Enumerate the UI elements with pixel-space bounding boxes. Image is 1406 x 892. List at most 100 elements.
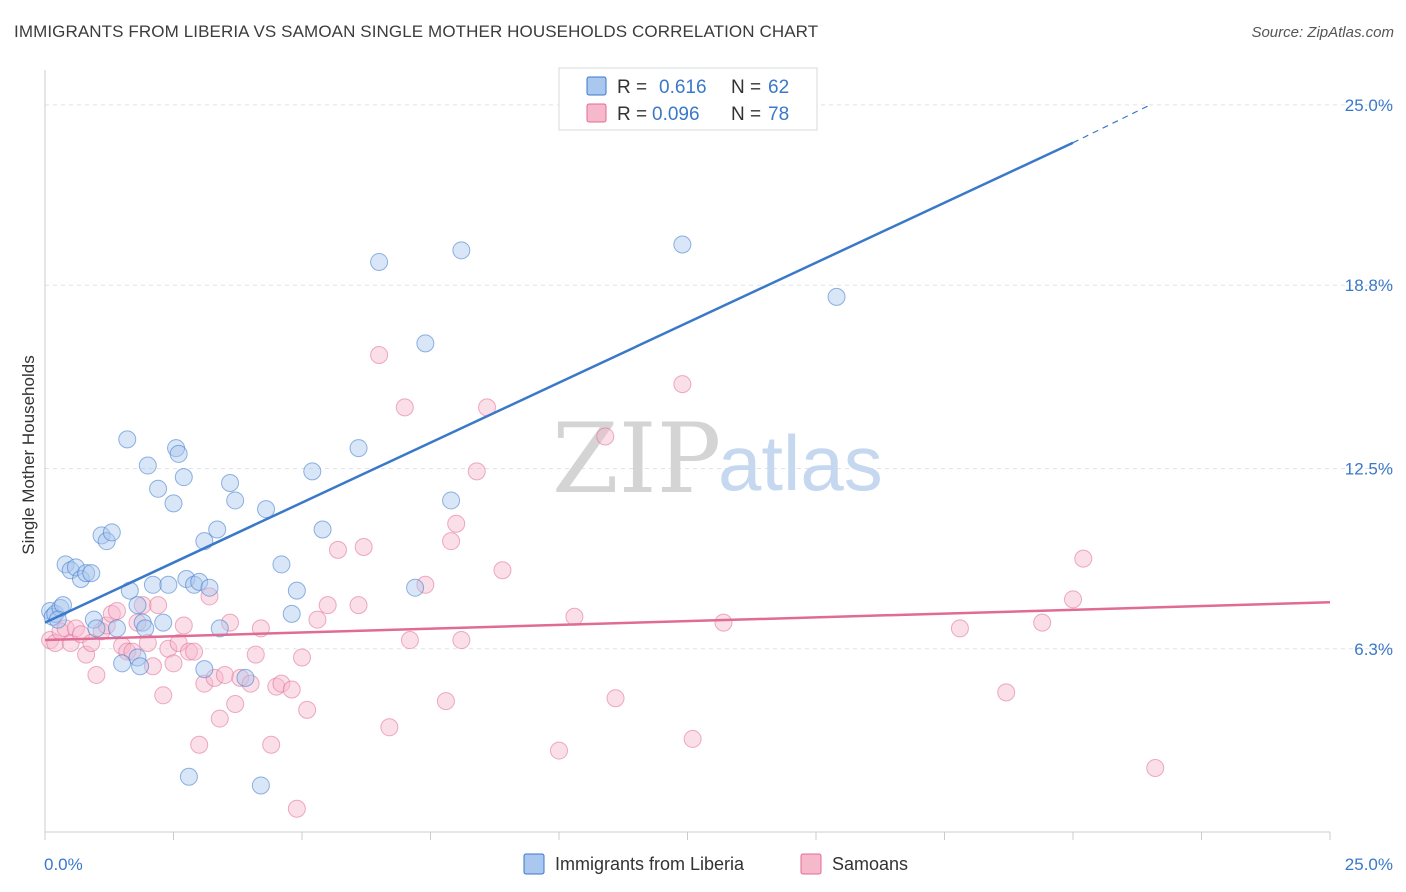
data-point-samoans: [267, 677, 286, 696]
data-point-samoans: [231, 668, 250, 687]
data-point-samoans: [565, 607, 584, 626]
data-point-samoans: [596, 427, 615, 446]
data-point-samoans: [1074, 549, 1093, 568]
bottom-legend-label-samoans: Samoans: [832, 854, 908, 874]
data-point-samoans: [174, 616, 193, 635]
data-point-liberia: [287, 581, 306, 600]
data-point-liberia: [221, 473, 240, 492]
y-tick-labels: 6.3% 12.5% 18.8% 25.0%: [1345, 96, 1393, 659]
data-point-samoans: [467, 462, 486, 481]
x-tick-label: 0.0%: [44, 855, 83, 874]
data-point-samoans: [349, 596, 368, 615]
data-point-liberia: [827, 287, 846, 306]
data-point-samoans: [442, 532, 461, 551]
data-point-samoans: [436, 692, 455, 711]
legend-swatch-samoans: [586, 103, 607, 123]
data-point-samoans: [143, 657, 162, 676]
bottom-legend-swatch-samoans: [800, 853, 822, 875]
data-point-samoans: [138, 633, 157, 652]
data-point-samoans: [293, 648, 311, 667]
data-point-samoans: [241, 674, 260, 693]
data-point-liberia: [149, 479, 168, 498]
data-point-liberia: [349, 439, 368, 458]
data-point-samoans: [287, 799, 306, 818]
data-point-liberia: [97, 532, 116, 551]
data-point-liberia: [179, 767, 198, 786]
data-point-liberia: [406, 578, 425, 597]
watermark-zip: ZIP: [552, 403, 721, 515]
data-point-samoans: [123, 642, 142, 661]
data-point-samoans: [400, 631, 419, 650]
data-point-liberia: [77, 564, 96, 583]
data-point-samoans: [159, 639, 178, 658]
data-point-samoans: [714, 613, 733, 632]
data-point-samoans: [1033, 613, 1052, 632]
data-point-samoans: [354, 537, 373, 556]
series-liberia: [41, 235, 846, 795]
data-point-samoans: [308, 610, 327, 629]
data-point-liberia: [159, 575, 178, 594]
legend-r-value-samoans: 0.096: [652, 104, 700, 125]
chart-title: IMMIGRANTS FROM LIBERIA VS SAMOAN SINGLE…: [14, 22, 819, 41]
data-point-samoans: [550, 741, 568, 760]
data-point-liberia: [370, 252, 389, 271]
source-credit: Source: ZipAtlas.com: [1251, 24, 1394, 41]
data-point-liberia: [143, 575, 162, 594]
watermark-atlas: atlas: [718, 419, 883, 507]
data-point-samoans: [1064, 590, 1082, 609]
data-point-samoans: [195, 674, 214, 693]
data-point-samoans: [416, 575, 435, 594]
data-point-liberia: [190, 572, 209, 591]
data-point-liberia: [169, 444, 188, 463]
data-point-liberia: [673, 235, 692, 254]
legend: R = 0.616 N = 62 R = 0.096 N = 78: [558, 67, 818, 131]
data-point-liberia: [208, 520, 227, 539]
trend-line-samoans: [44, 600, 1331, 642]
data-point-liberia: [200, 578, 219, 597]
data-point-samoans: [395, 398, 414, 417]
data-point-liberia: [185, 575, 204, 594]
data-point-liberia: [452, 241, 471, 260]
data-point-liberia: [210, 619, 229, 638]
data-point-liberia: [282, 604, 301, 623]
x-tick-label: 25.0%: [1345, 855, 1393, 874]
data-point-samoans: [87, 665, 106, 684]
data-point-samoans: [226, 695, 245, 714]
data-point-liberia: [131, 657, 150, 676]
legend-r-label-liberia: R =: [617, 77, 647, 98]
data-point-liberia: [226, 491, 245, 510]
data-point-samoans: [262, 735, 281, 754]
data-point-samoans: [272, 674, 291, 693]
data-point-samoans: [683, 729, 702, 748]
data-point-samoans: [246, 645, 265, 664]
y-tick-label: 12.5%: [1345, 459, 1393, 478]
legend-swatch-liberia: [586, 76, 607, 96]
y-tick-label: 6.3%: [1354, 640, 1393, 659]
data-point-liberia: [118, 430, 137, 449]
data-point-samoans: [493, 561, 512, 580]
legend-r-label-samoans: R =: [617, 104, 647, 125]
data-point-samoans: [164, 654, 183, 673]
data-point-liberia: [113, 654, 132, 673]
data-point-samoans: [447, 514, 466, 533]
data-point-liberia: [128, 596, 147, 615]
data-point-samoans: [221, 613, 240, 632]
data-point-samoans: [370, 346, 389, 365]
data-point-liberia: [164, 494, 183, 513]
data-point-samoans: [215, 665, 234, 684]
data-point-liberia: [257, 500, 276, 519]
data-point-samoans: [210, 709, 229, 728]
legend-n-value-liberia: 62: [768, 77, 789, 98]
bottom-legend: Immigrants from Liberia Samoans: [523, 853, 908, 875]
data-point-liberia: [136, 619, 155, 638]
bottom-legend-label-liberia: Immigrants from Liberia: [555, 854, 745, 874]
data-point-liberia: [154, 613, 173, 632]
trend-line-extension-liberia: [1072, 104, 1151, 144]
data-point-samoans: [452, 631, 471, 650]
data-point-samoans: [328, 540, 347, 559]
series-layer: [41, 235, 1165, 818]
data-point-liberia: [56, 555, 75, 574]
trend-layer: [44, 104, 1331, 642]
grid-lines: [45, 104, 1395, 650]
